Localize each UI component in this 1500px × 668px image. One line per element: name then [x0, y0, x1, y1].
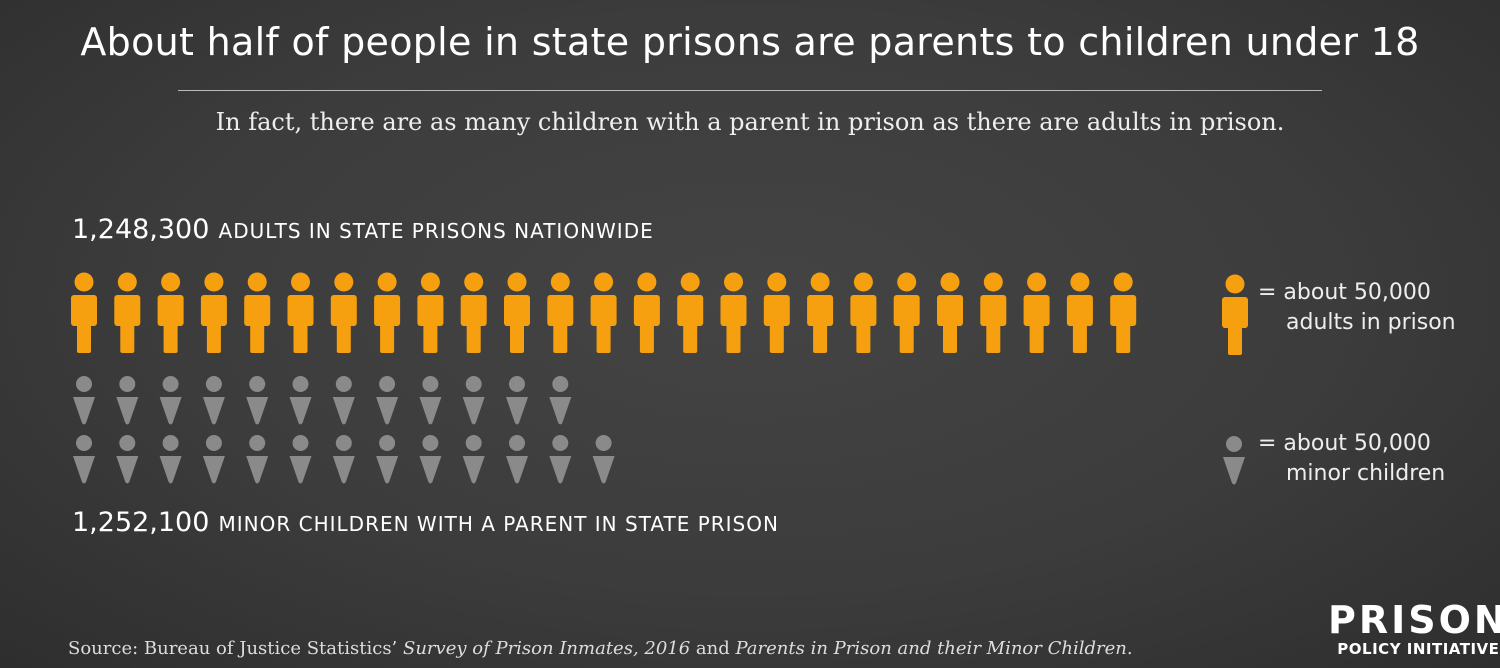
- child-person-icon: [116, 376, 139, 425]
- legend-adult-line1: = about 50,000: [1258, 280, 1431, 305]
- child-person-icon: [332, 376, 355, 425]
- legend-child-line1: = about 50,000: [1258, 431, 1431, 456]
- adult-person-icon: [850, 272, 877, 353]
- adults-caption: adults in state prisons nationwide: [218, 219, 654, 243]
- prison-policy-initiative-logo: PRISON POLICY INITIATIVE: [1328, 600, 1500, 658]
- adult-person-icon: [633, 272, 660, 353]
- adult-person-icon: [547, 272, 574, 353]
- adult-person-icon: [460, 272, 487, 353]
- child-person-icon: [592, 435, 615, 484]
- adult-person-icon: [71, 272, 97, 353]
- source-note: Source: Bureau of Justice Statistics’ Su…: [68, 638, 1133, 659]
- adult-person-icon: [1110, 272, 1137, 353]
- child-person-icon: [506, 376, 528, 425]
- adult-person-icon: [1023, 272, 1050, 353]
- chart-title: About half of people in state prisons ar…: [80, 20, 1420, 64]
- child-person-icon: [549, 376, 572, 425]
- source-title-2: Parents in Prison and their Minor Childr…: [735, 638, 1127, 659]
- adult-person-icon: [200, 272, 227, 353]
- source-title-1: Survey of Prison Inmates, 2016: [403, 638, 691, 659]
- child-person-icon: [289, 435, 312, 484]
- child-person-icon: [289, 376, 312, 425]
- child-person-icon: [116, 435, 139, 484]
- child-person-icon: [419, 376, 442, 425]
- children-count: 1,252,100: [72, 507, 210, 538]
- child-person-icon: [159, 435, 182, 484]
- adult-person-icon: [244, 272, 271, 353]
- child-person-icon: [202, 376, 225, 425]
- child-person-icon: [73, 376, 95, 425]
- child-person-icon: [419, 435, 442, 484]
- child-person-icon: [506, 435, 528, 484]
- adult-person-icon: [374, 272, 401, 353]
- adult-person-icon: [980, 272, 1007, 353]
- adult-person-icon: [677, 272, 704, 353]
- child-person-icon: [246, 435, 269, 484]
- child-person-icon: [159, 376, 182, 425]
- adult-person-icon: [504, 272, 530, 353]
- logo-line1: PRISON: [1328, 598, 1500, 642]
- child-person-icon: [376, 435, 399, 484]
- title-divider: [178, 90, 1322, 91]
- adults-count: 1,248,300: [72, 214, 210, 245]
- adult-person-icon: [1066, 272, 1093, 353]
- source-prefix: Source: Bureau of Justice Statistics’: [68, 638, 403, 659]
- chart-subtitle: In fact, there are as many children with…: [215, 108, 1285, 136]
- adults-label: 1,248,300 adults in state prisons nation…: [72, 214, 654, 245]
- adult-person-icon: [893, 272, 920, 353]
- adult-person-icon: [937, 272, 963, 353]
- adult-person-icon: [417, 272, 444, 353]
- child-person-icon: [73, 435, 95, 484]
- legend-child-line2: minor children: [1286, 461, 1446, 486]
- legend-adult-icon: [1222, 274, 1248, 355]
- child-person-icon: [246, 376, 269, 425]
- adult-person-icon: [157, 272, 184, 353]
- adult-person-icon: [590, 272, 617, 353]
- adult-person-icon: [720, 272, 747, 353]
- child-person-icon: [376, 376, 399, 425]
- legend-adult-line2: adults in prison: [1286, 310, 1456, 335]
- child-person-icon: [549, 435, 572, 484]
- adult-person-icon: [330, 272, 357, 353]
- legend-child-icon: [1223, 436, 1245, 485]
- adult-person-icon: [807, 272, 834, 353]
- child-person-icon: [332, 435, 355, 484]
- source-suffix: .: [1126, 638, 1133, 659]
- children-label: 1,252,100 minor children with a parent i…: [72, 507, 779, 538]
- adult-person-icon: [114, 272, 141, 353]
- source-and: and: [690, 638, 736, 659]
- child-person-icon: [202, 435, 225, 484]
- child-person-icon: [462, 376, 485, 425]
- child-person-icon: [462, 435, 485, 484]
- adult-person-icon: [763, 272, 790, 353]
- logo-line2: POLICY INITIATIVE: [1337, 640, 1500, 658]
- adult-person-icon: [287, 272, 314, 353]
- children-caption: minor children with a parent in state pr…: [218, 512, 779, 536]
